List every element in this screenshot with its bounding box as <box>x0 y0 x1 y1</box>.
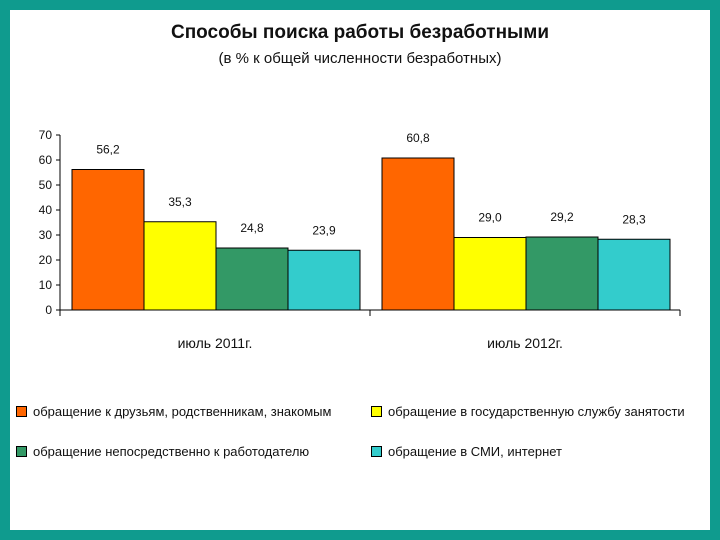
chart-frame: Способы поиска работы безработными (в % … <box>10 10 710 530</box>
bar <box>525 236 599 311</box>
data-label: 29,0 <box>478 211 502 225</box>
legend-item: обращение в СМИ, интернет <box>371 444 562 459</box>
legend-swatch <box>371 446 382 457</box>
legend-label: обращение к друзьям, родственникам, знак… <box>33 404 332 419</box>
chart-subtitle: (в % к общей численности безработных) <box>218 50 502 67</box>
y-tick-label: 30 <box>39 228 53 242</box>
legend-label: обращение в СМИ, интернет <box>388 444 562 459</box>
legend-item: обращение в государственную службу занят… <box>371 404 685 419</box>
legend-swatch <box>371 406 382 417</box>
data-label: 23,9 <box>312 223 336 237</box>
y-tick-label: 0 <box>45 303 52 317</box>
x-category-label: июль 2011г. <box>178 335 253 351</box>
bar <box>215 247 289 311</box>
data-label: 60,8 <box>406 131 430 145</box>
y-tick-label: 50 <box>39 178 53 192</box>
x-category-label: июль 2012г. <box>487 335 563 351</box>
bar <box>597 238 671 311</box>
y-tick-label: 60 <box>39 153 53 167</box>
bar-chart: 0 10 20 30 40 50 60 70 56,2 35,3 24,8 23,9 июль 2011… <box>39 128 681 351</box>
chart-title: Способы поиска работы безработными <box>170 22 550 43</box>
legend-item: обращение к друзьям, родственникам, знак… <box>16 404 331 419</box>
data-label: 56,2 <box>96 143 120 157</box>
data-label: 35,3 <box>168 195 192 209</box>
y-tick-label: 10 <box>39 278 53 292</box>
data-label: 29,2 <box>550 210 574 224</box>
data-label: 24,8 <box>240 221 264 235</box>
bar <box>381 157 455 311</box>
y-tick-label: 40 <box>39 203 53 217</box>
bar <box>143 221 217 311</box>
y-tick-label: 70 <box>39 128 53 142</box>
legend-label: обращение непосредственно к работодателю <box>33 444 310 459</box>
legend-swatch <box>16 406 27 417</box>
legend-swatch <box>16 446 27 457</box>
data-label: 28,3 <box>622 212 646 226</box>
bar <box>453 237 527 311</box>
bar <box>71 169 145 311</box>
legend-label: обращение в государственную службу занят… <box>388 404 685 419</box>
legend-item: обращение непосредственно к работодателю <box>16 444 309 459</box>
bar <box>287 249 361 311</box>
y-tick-label: 20 <box>39 253 53 267</box>
